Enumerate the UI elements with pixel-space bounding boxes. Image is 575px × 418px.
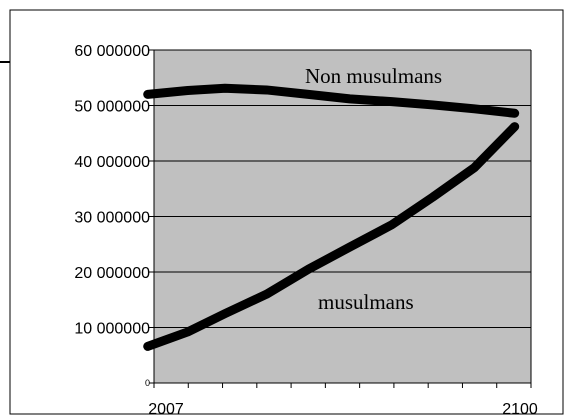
- series-line-musulmans: [143, 122, 520, 351]
- y-tick-label: 50 000000: [74, 99, 150, 116]
- y-tick-label: 0: [145, 378, 150, 388]
- y-tick-labels: 60 000000 50 000000 40 000000 30 000000 20 0…: [74, 43, 150, 388]
- x-tick-label: 2007: [148, 401, 184, 418]
- y-tick-label: 10 000000: [74, 321, 150, 338]
- y-tick-label: 20 000000: [74, 265, 150, 282]
- x-tick-labels: 2007 2100: [148, 401, 538, 418]
- series-lines: [143, 83, 520, 351]
- y-tick-label: 40 000000: [74, 154, 150, 171]
- x-tick-label: 2100: [502, 401, 538, 418]
- y-tick-label: 60 000000: [74, 43, 150, 60]
- series-label-musulmans: musulmans: [318, 290, 414, 314]
- axes: [149, 49, 532, 388]
- series-line-non-musulmans: [143, 83, 520, 118]
- series-label-non-musulmans: Non musulmans: [305, 64, 442, 88]
- y-tick-label: 30 000000: [74, 210, 150, 227]
